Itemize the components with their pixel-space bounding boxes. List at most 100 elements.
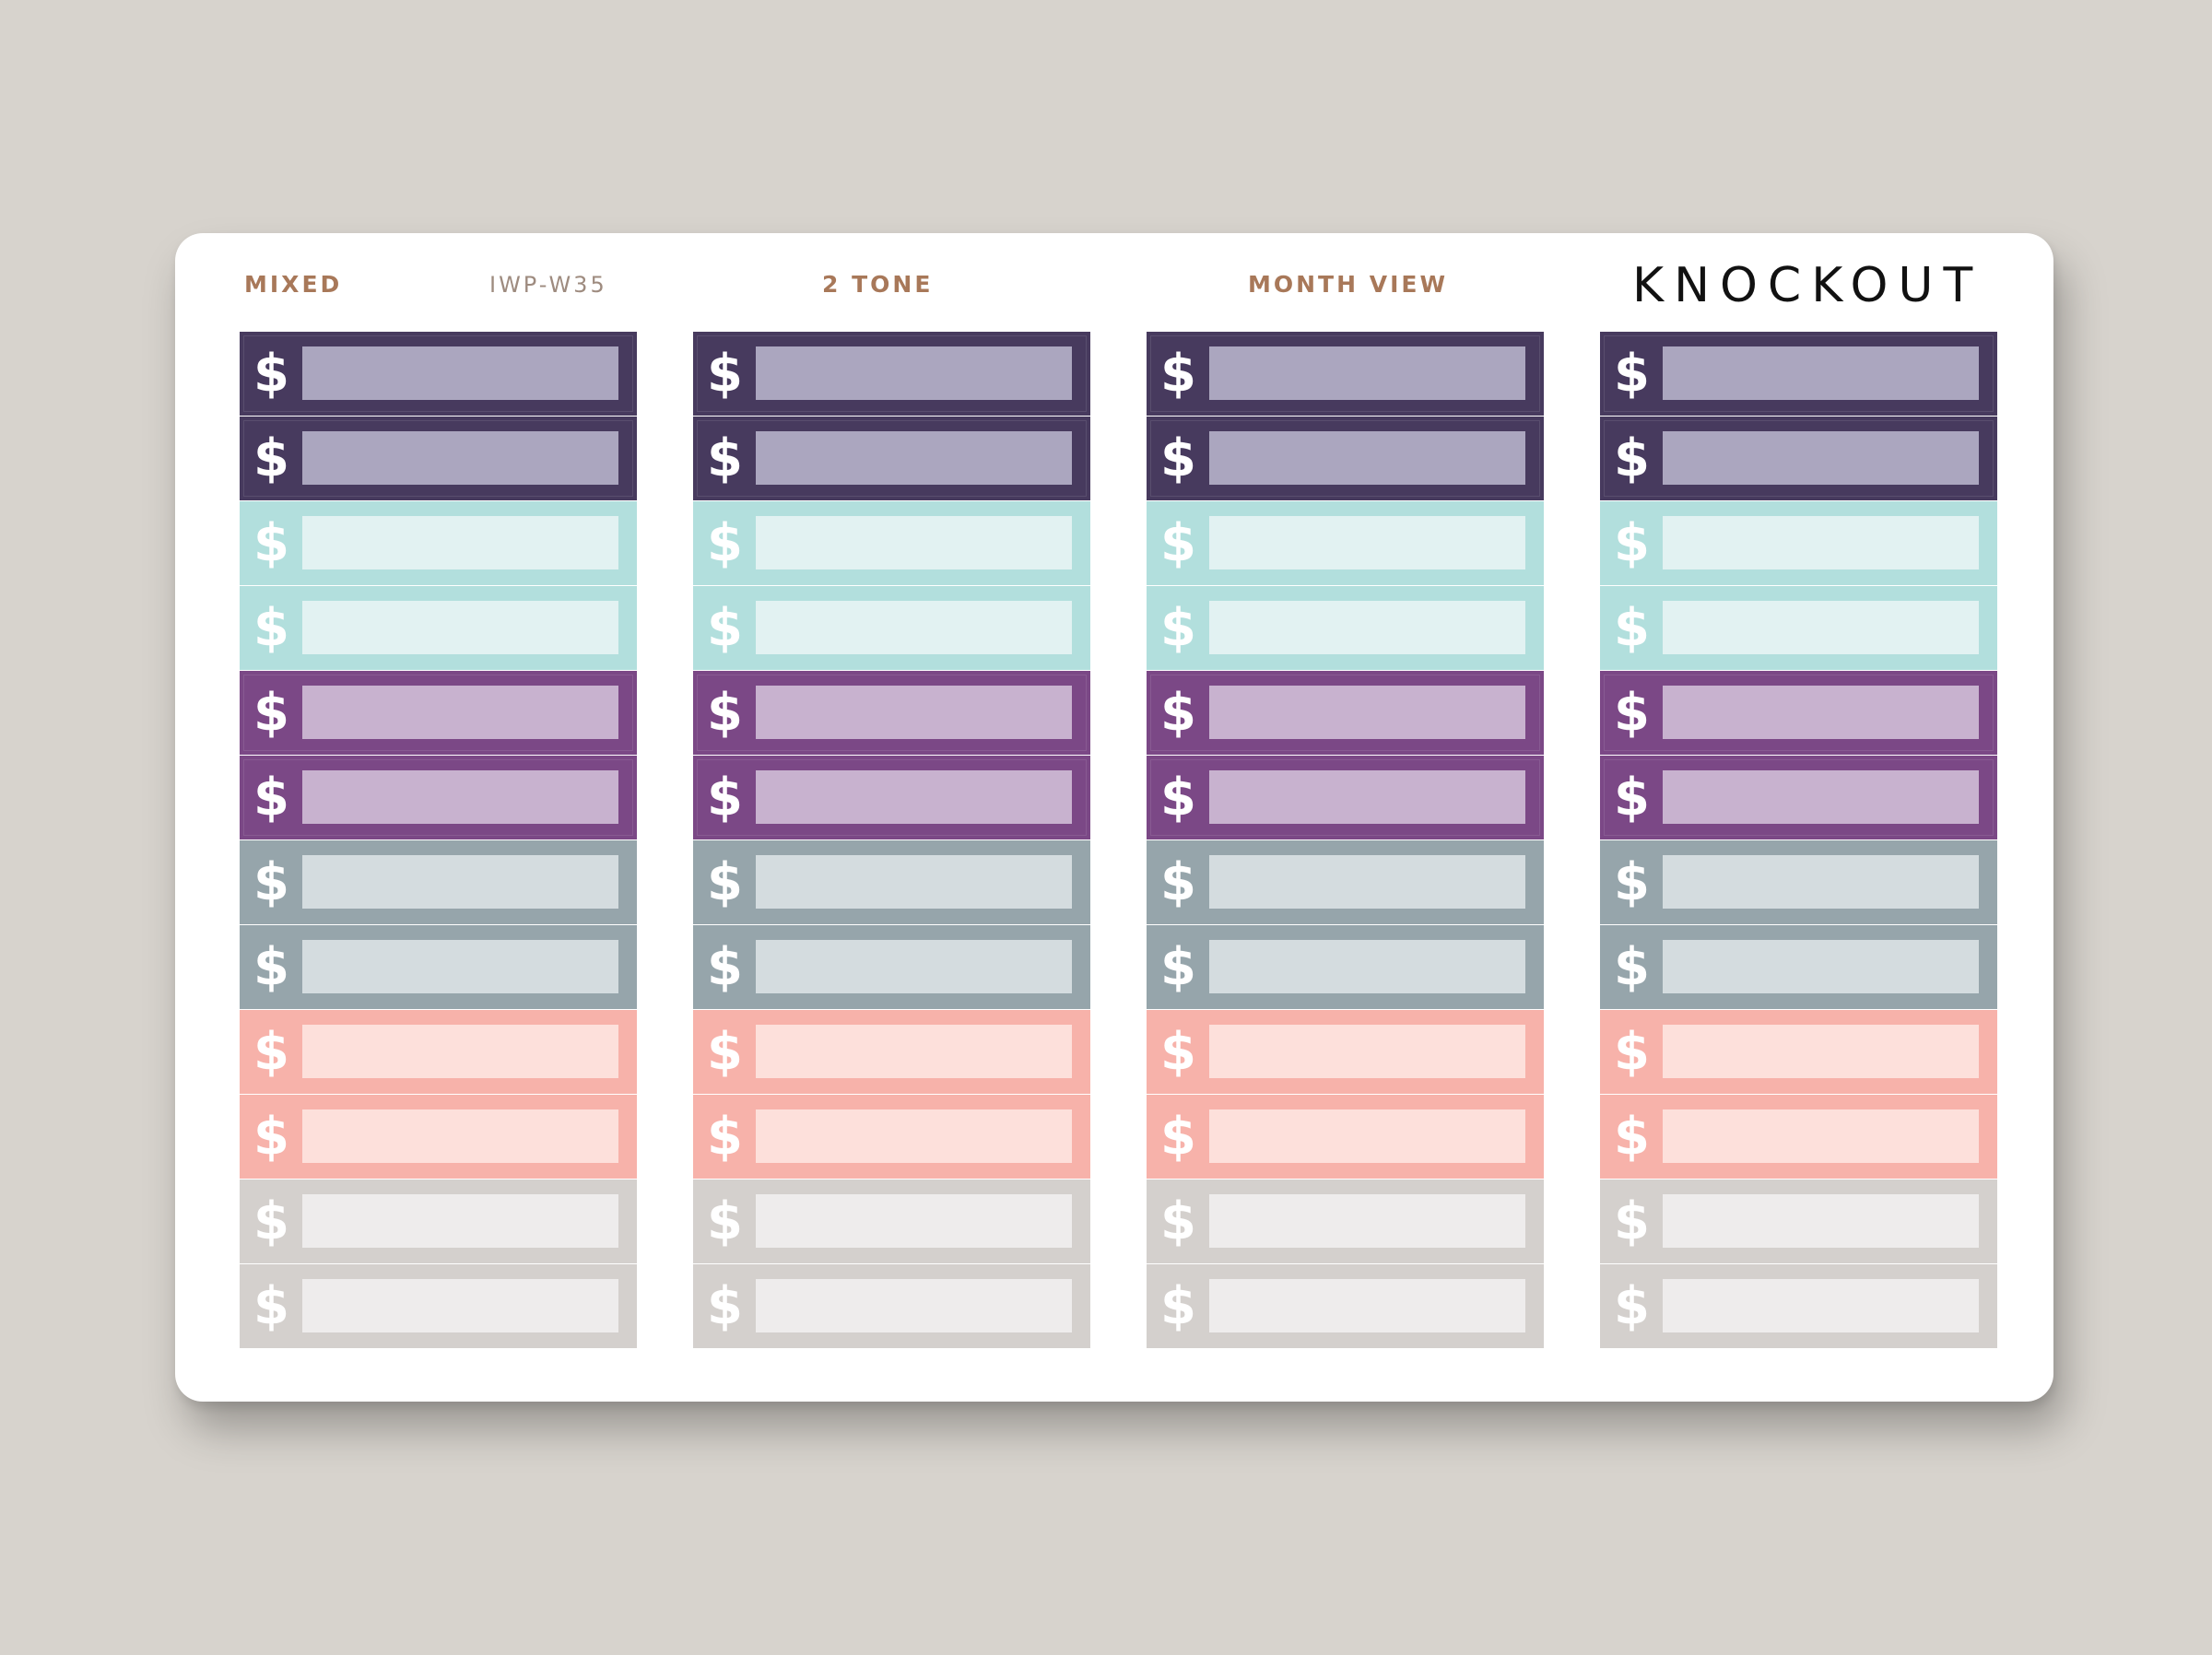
dollar-sign-icon: $ bbox=[253, 513, 289, 573]
dollar-sign-icon: $ bbox=[1614, 1107, 1650, 1167]
sticker-column-month-view: $ $ $ $ $ $ $ $ $ $ $ $ bbox=[1147, 332, 1544, 1349]
sticker-write-in-box bbox=[1663, 940, 1979, 993]
dollar-sticker: $ bbox=[1600, 417, 1997, 500]
dollar-sticker: $ bbox=[693, 417, 1090, 500]
dollar-sticker: $ bbox=[693, 332, 1090, 416]
sticker-write-in-box bbox=[756, 686, 1072, 739]
dollar-sticker: $ bbox=[693, 1264, 1090, 1348]
sticker-write-in-box bbox=[1663, 601, 1979, 654]
dollar-sign-icon: $ bbox=[707, 344, 743, 404]
dollar-sign-icon: $ bbox=[1614, 937, 1650, 997]
label-month-view: MONTH VIEW bbox=[1248, 271, 1449, 298]
dollar-sticker: $ bbox=[240, 671, 637, 755]
sticker-write-in-box bbox=[1663, 770, 1979, 824]
dollar-sticker: $ bbox=[1600, 586, 1997, 670]
sticker-write-in-box bbox=[1663, 1194, 1979, 1248]
dollar-sticker: $ bbox=[1600, 1095, 1997, 1179]
sticker-write-in-box bbox=[302, 1279, 618, 1332]
sticker-write-in-box bbox=[1209, 855, 1525, 909]
dollar-sticker: $ bbox=[693, 586, 1090, 670]
dollar-sign-icon: $ bbox=[253, 768, 289, 828]
sticker-write-in-box bbox=[302, 940, 618, 993]
dollar-sticker: $ bbox=[1600, 925, 1997, 1009]
dollar-sticker: $ bbox=[1600, 1180, 1997, 1263]
dollar-sign-icon: $ bbox=[707, 852, 743, 912]
dollar-sticker: $ bbox=[240, 1095, 637, 1179]
dollar-sticker: $ bbox=[1600, 671, 1997, 755]
dollar-sign-icon: $ bbox=[707, 937, 743, 997]
dollar-sign-icon: $ bbox=[1160, 683, 1196, 743]
dollar-sign-icon: $ bbox=[253, 683, 289, 743]
dollar-sticker: $ bbox=[1147, 671, 1544, 755]
sticker-write-in-box bbox=[1209, 516, 1525, 569]
sticker-write-in-box bbox=[756, 1109, 1072, 1163]
brand-logo-text: KNOCKOUT bbox=[1632, 258, 1983, 313]
sticker-write-in-box bbox=[302, 346, 618, 400]
label-product-code: IWP-W35 bbox=[489, 272, 607, 298]
dollar-sign-icon: $ bbox=[1614, 768, 1650, 828]
sticker-write-in-box bbox=[756, 1279, 1072, 1332]
dollar-sticker: $ bbox=[1147, 1264, 1544, 1348]
sticker-write-in-box bbox=[1663, 1109, 1979, 1163]
dollar-sign-icon: $ bbox=[253, 344, 289, 404]
sticker-write-in-box bbox=[302, 770, 618, 824]
dollar-sign-icon: $ bbox=[707, 683, 743, 743]
sticker-write-in-box bbox=[1209, 431, 1525, 485]
dollar-sticker: $ bbox=[693, 501, 1090, 585]
sticker-write-in-box bbox=[1663, 1279, 1979, 1332]
dollar-sign-icon: $ bbox=[1614, 1276, 1650, 1336]
dollar-sticker: $ bbox=[693, 925, 1090, 1009]
sticker-write-in-box bbox=[1209, 1279, 1525, 1332]
dollar-sticker: $ bbox=[240, 586, 637, 670]
sticker-write-in-box bbox=[302, 1194, 618, 1248]
dollar-sign-icon: $ bbox=[707, 1107, 743, 1167]
dollar-sign-icon: $ bbox=[1614, 428, 1650, 488]
sticker-write-in-box bbox=[1663, 346, 1979, 400]
sticker-write-in-box bbox=[756, 1025, 1072, 1078]
dollar-sign-icon: $ bbox=[1614, 598, 1650, 658]
dollar-sticker: $ bbox=[240, 332, 637, 416]
dollar-sticker: $ bbox=[240, 417, 637, 500]
dollar-sign-icon: $ bbox=[253, 1276, 289, 1336]
dollar-sticker: $ bbox=[1147, 756, 1544, 839]
sticker-write-in-box bbox=[1663, 686, 1979, 739]
dollar-sticker: $ bbox=[1147, 501, 1544, 585]
sticker-write-in-box bbox=[302, 601, 618, 654]
sticker-write-in-box bbox=[1209, 770, 1525, 824]
dollar-sticker: $ bbox=[1600, 756, 1997, 839]
dollar-sign-icon: $ bbox=[707, 1022, 743, 1082]
sticker-write-in-box bbox=[1663, 1025, 1979, 1078]
sticker-write-in-box bbox=[302, 1025, 618, 1078]
dollar-sign-icon: $ bbox=[253, 937, 289, 997]
dollar-sign-icon: $ bbox=[707, 428, 743, 488]
sticker-write-in-box bbox=[1209, 1025, 1525, 1078]
dollar-sign-icon: $ bbox=[1160, 768, 1196, 828]
dollar-sticker: $ bbox=[240, 756, 637, 839]
dollar-sign-icon: $ bbox=[253, 1022, 289, 1082]
sticker-write-in-box bbox=[756, 601, 1072, 654]
dollar-sign-icon: $ bbox=[253, 598, 289, 658]
dollar-sticker: $ bbox=[1147, 332, 1544, 416]
sticker-column-two-tone: $ $ $ $ $ $ $ $ $ $ $ $ bbox=[693, 332, 1090, 1349]
dollar-sticker: $ bbox=[1600, 1264, 1997, 1348]
dollar-sign-icon: $ bbox=[707, 513, 743, 573]
dollar-sign-icon: $ bbox=[1614, 344, 1650, 404]
dollar-sign-icon: $ bbox=[1160, 344, 1196, 404]
dollar-sign-icon: $ bbox=[1160, 1191, 1196, 1251]
sticker-write-in-box bbox=[302, 431, 618, 485]
dollar-sign-icon: $ bbox=[707, 1191, 743, 1251]
label-two-tone: 2 TONE bbox=[822, 271, 934, 298]
sticker-write-in-box bbox=[756, 431, 1072, 485]
sticker-write-in-box bbox=[1663, 855, 1979, 909]
dollar-sticker: $ bbox=[1147, 586, 1544, 670]
dollar-sign-icon: $ bbox=[253, 1191, 289, 1251]
sticker-column-knockout: $ $ $ $ $ $ $ $ $ $ $ $ bbox=[1600, 332, 1997, 1349]
label-mixed: MIXED bbox=[244, 271, 343, 298]
dollar-sticker: $ bbox=[1147, 417, 1544, 500]
sticker-write-in-box bbox=[1663, 516, 1979, 569]
dollar-sticker: $ bbox=[693, 756, 1090, 839]
dollar-sign-icon: $ bbox=[707, 598, 743, 658]
dollar-sticker: $ bbox=[240, 840, 637, 924]
dollar-sign-icon: $ bbox=[1614, 513, 1650, 573]
dollar-sign-icon: $ bbox=[1160, 428, 1196, 488]
